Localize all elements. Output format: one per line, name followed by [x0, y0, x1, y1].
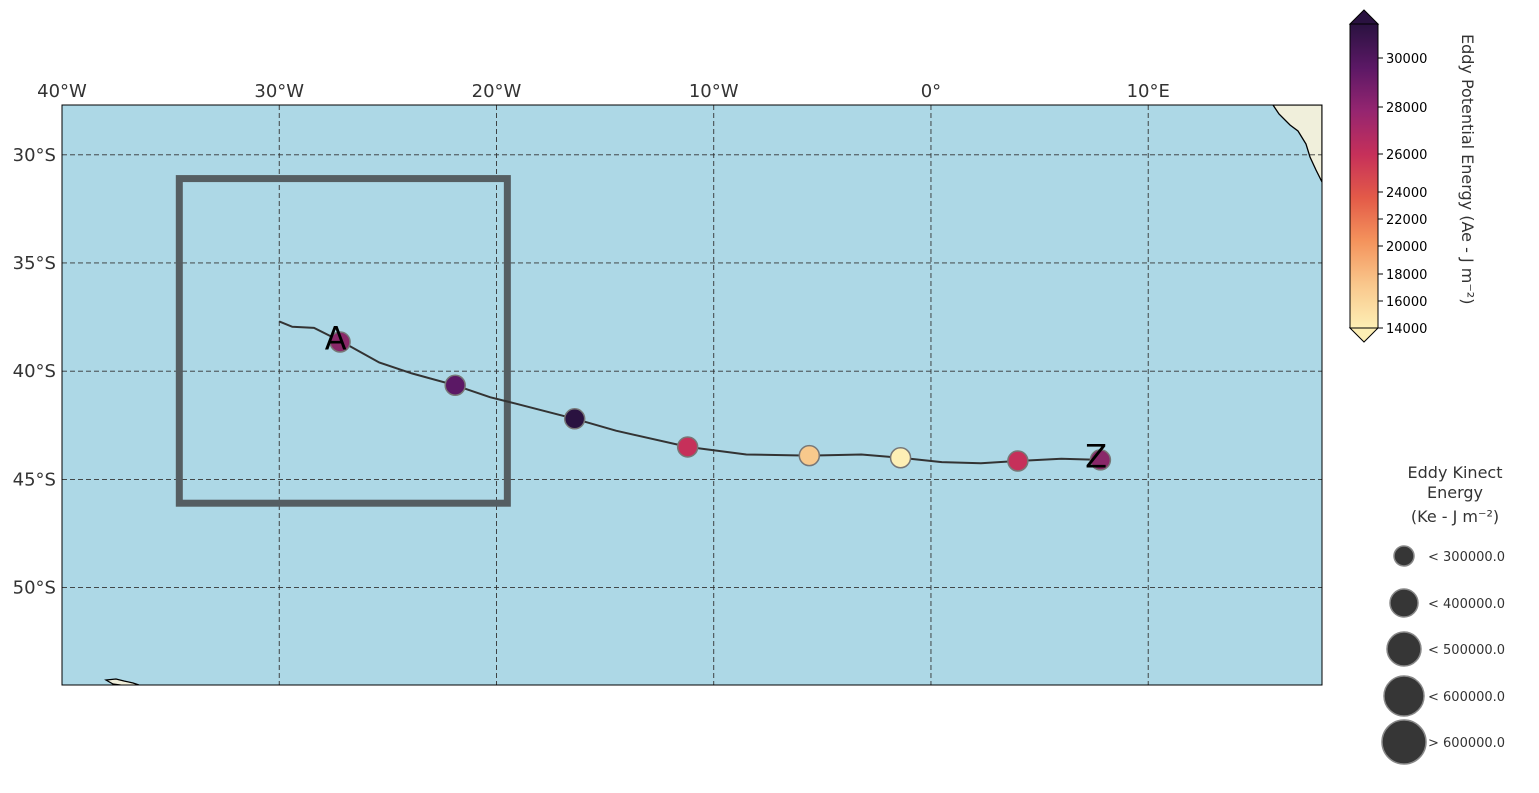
map-frame: [61, 104, 1323, 686]
track-label-a: A: [325, 320, 347, 358]
colorbar-tick-label: 18000: [1386, 268, 1427, 283]
colorbar: 30000 28000 26000 24000 22000 20000 18000 16000…: [1348, 9, 1477, 343]
lon-tick-label: 20°W: [472, 81, 522, 102]
gridlines: [62, 105, 1322, 685]
colorbar-tick-label: 30000: [1386, 52, 1427, 67]
lon-tick-label: 10°W: [689, 81, 739, 102]
colorbar-ticks: 30000 28000 26000 24000 22000 20000 18000 16000…: [1378, 52, 1427, 337]
size-legend-label: > 600000.0: [1428, 736, 1505, 751]
size-legend-items: < 300000.0 < 400000.0 < 500000.0 < 600000.0…: [1381, 545, 1505, 765]
colorbar-tick-label: 22000: [1386, 213, 1427, 228]
size-legend-marker: [1393, 545, 1415, 567]
size-legend-label: < 400000.0: [1428, 597, 1505, 612]
map-panel: AZ 40°W 30°W 20°W 10°W 0° 10°E 30°S35°S40°S45…: [13, 81, 1323, 686]
track-labels: AZ: [325, 320, 1107, 476]
lon-tick-labels: 40°W 30°W 20°W 10°W 0° 10°E: [37, 81, 1170, 102]
size-legend-label: < 600000.0: [1428, 690, 1505, 705]
track-point: [563, 408, 586, 430]
track-point: [798, 444, 821, 467]
track-point: [329, 331, 351, 353]
lon-tick-label: 10°E: [1127, 81, 1170, 102]
colorbar-tick-label: 16000: [1386, 295, 1427, 310]
lat-tick-label: 45°S: [13, 469, 56, 490]
size-legend-label: < 500000.0: [1428, 643, 1505, 658]
size-legend-title-line-3: (Ke - J m⁻²): [1411, 507, 1499, 526]
lat-tick-labels: 30°S 35°S 40°S 45°S 50°S: [13, 145, 56, 599]
region-box: [175, 175, 511, 507]
lat-tick-label: 30°S: [13, 145, 56, 166]
track-point: [676, 436, 699, 458]
land-africa-coast: [1272, 105, 1322, 183]
colorbar-title: Eddy Potential Energy (Ae - J m⁻²): [1458, 34, 1477, 304]
colorbar-tick-label: 24000: [1386, 186, 1427, 201]
track-line: [278, 320, 1101, 465]
ocean: [62, 105, 1322, 685]
lat-tick-label: 50°S: [13, 578, 56, 599]
lon-tick-label: 0°: [921, 81, 941, 102]
colorbar-extend-max: [1348, 9, 1380, 25]
track-point: [1089, 449, 1112, 471]
track-point: [444, 374, 466, 397]
size-legend-marker: [1389, 588, 1419, 618]
lat-tick-label: 35°S: [13, 253, 56, 274]
size-legend-label: < 300000.0: [1428, 550, 1505, 565]
track-points: [329, 331, 1112, 472]
colorbar-tick-label: 28000: [1386, 101, 1427, 116]
lon-tick-label: 40°W: [37, 81, 87, 102]
track-point: [1007, 450, 1029, 472]
track-label-z: Z: [1085, 438, 1107, 476]
size-legend-marker: [1383, 675, 1425, 717]
colorbar-tick-label: 20000: [1386, 240, 1427, 255]
size-legend-marker: [1381, 719, 1427, 765]
colorbar-tick-label: 26000: [1386, 148, 1427, 163]
size-legend-title-line-1: Eddy Kinect: [1408, 463, 1503, 482]
colorbar-tick-label: 14000: [1386, 322, 1427, 337]
colorbar-body: [1349, 23, 1379, 329]
size-legend: Eddy Kinect Energy (Ke - J m⁻²) < 300000…: [1381, 463, 1505, 765]
track-point: [889, 447, 912, 469]
size-legend-title-line-2: Energy: [1427, 483, 1483, 502]
lon-tick-label: 30°W: [254, 81, 304, 102]
colorbar-extend-min: [1348, 327, 1380, 343]
size-legend-marker: [1386, 631, 1422, 667]
lat-tick-label: 40°S: [13, 361, 56, 382]
